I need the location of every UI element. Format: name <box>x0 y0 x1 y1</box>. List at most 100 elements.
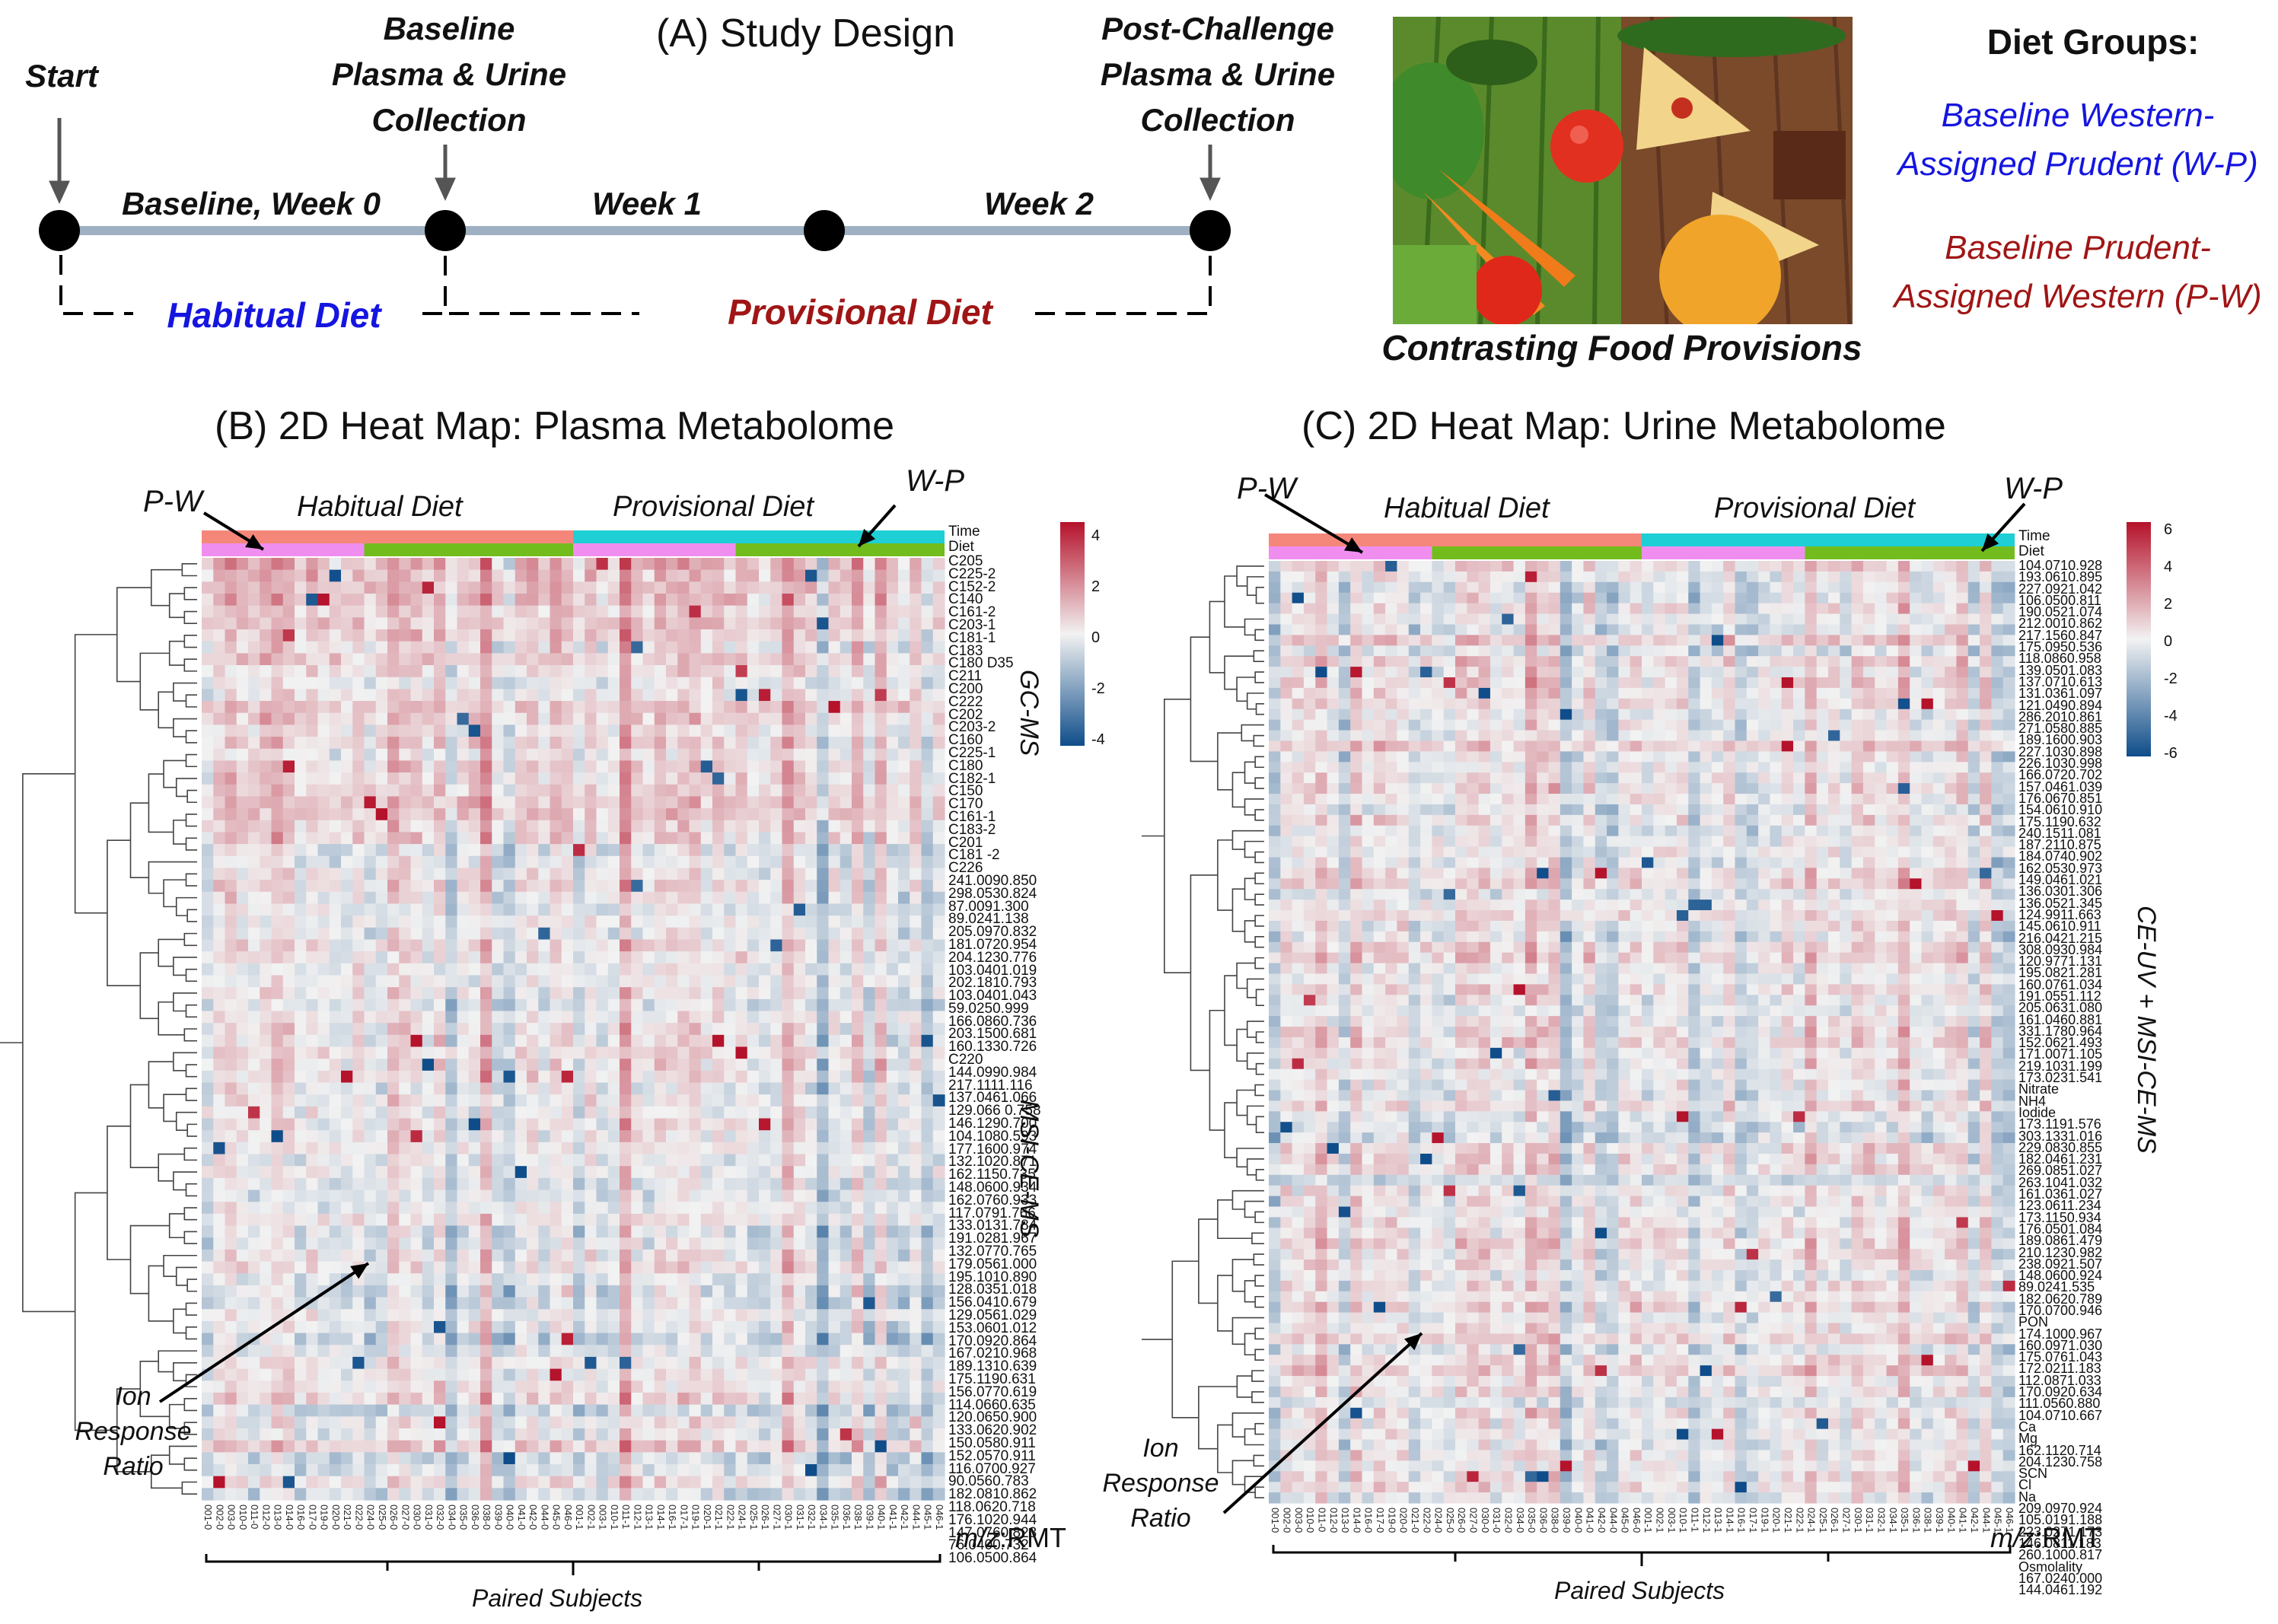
study-timeline <box>39 118 1231 315</box>
row-label: 129.0561.029 <box>948 1307 1037 1324</box>
row-label: 189.1310.639 <box>948 1358 1037 1375</box>
provisional-label-b: Provisional Diet <box>613 491 814 523</box>
time-bar-provisional <box>573 530 945 543</box>
column-label: 024-0 <box>365 1505 377 1530</box>
column-label: 014-0 <box>284 1505 295 1530</box>
column-label: 011-0 <box>1316 1508 1327 1532</box>
column-label: 011-1 <box>1689 1508 1700 1532</box>
msice-label-b: MSI-CE-MS <box>1015 1100 1043 1238</box>
row-label: C161-1 <box>948 808 996 825</box>
row-label: C181 -2 <box>948 847 1000 864</box>
column-label: 040-1 <box>1945 1508 1957 1533</box>
column-label: 042-1 <box>1969 1508 1980 1533</box>
column-label: 001-1 <box>574 1505 585 1530</box>
row-label: C200 <box>948 680 983 697</box>
row-label: 76.0400.732 <box>948 1537 1029 1554</box>
scale-tick: 4 <box>2164 559 2173 575</box>
column-label: 020-0 <box>330 1505 342 1530</box>
column-label: 038-0 <box>481 1505 492 1530</box>
column-label: 012-0 <box>1328 1508 1340 1533</box>
row-label: 144.0461.192 <box>2018 1582 2103 1598</box>
post-collection-label: Post-Challenge Plasma & Urine Collection <box>1100 11 1336 138</box>
row-label: 162.1150.735 <box>948 1167 1036 1183</box>
row-label: 156.0410.679 <box>948 1294 1037 1311</box>
mz-label-b: m/z:RMT <box>955 1522 1066 1553</box>
row-label: 145.0610.911 <box>2018 919 2101 935</box>
column-label: 031-1 <box>1864 1508 1875 1533</box>
row-label: 89.0241.535 <box>2018 1279 2095 1295</box>
column-label: 040-1 <box>876 1505 887 1530</box>
pw-arrow-b <box>202 511 265 551</box>
row-label: 160.0761.034 <box>2018 976 2103 992</box>
row-label: C182-1 <box>948 770 996 787</box>
row-label: Mg <box>2018 1431 2038 1447</box>
row-label: 173.1191.576 <box>2018 1116 2101 1132</box>
column-label: 038-0 <box>1550 1508 1561 1533</box>
mz-label-c: m/z:RMT <box>1990 1522 2101 1553</box>
column-label: 026-0 <box>388 1505 400 1530</box>
diet-group-wp: Baseline Western- Assigned Prudent (W-P) <box>1897 97 2258 183</box>
row-label: C170 <box>948 796 983 813</box>
row-label: 118.0860.958 <box>2018 651 2101 667</box>
row-label: 191.0281.967 <box>948 1231 1037 1247</box>
column-label: 003-1 <box>597 1505 609 1530</box>
row-label: 132.1020.871 <box>948 1154 1037 1170</box>
diet-bar-pw <box>202 543 365 556</box>
paired-subjects-c: Paired Subjects <box>1554 1577 1725 1604</box>
row-label: C203-2 <box>948 719 996 736</box>
row-label: 238.0921.507 <box>2018 1256 2103 1272</box>
row-label: C226 <box>948 860 983 877</box>
row-label: 120.0650.900 <box>948 1409 1037 1426</box>
column-label: 016-0 <box>1363 1508 1375 1533</box>
food-photo <box>1393 17 1853 324</box>
row-label: 144.0990.984 <box>948 1064 1037 1081</box>
row-label: 210.1230.982 <box>2018 1244 2103 1260</box>
column-label: 001-0 <box>202 1505 214 1530</box>
column-label: 046-0 <box>562 1505 574 1530</box>
row-label: C180 <box>948 757 983 774</box>
row-label: C180 D35 <box>948 655 1014 672</box>
row-label: 160.1330.726 <box>948 1039 1037 1056</box>
photo-caption: Contrasting Food Provisions <box>1381 328 1862 368</box>
row-label: 123.0611.234 <box>2018 1198 2101 1214</box>
column-label: 044-0 <box>539 1505 550 1530</box>
row-label: 175.0761.043 <box>2018 1349 2103 1365</box>
row-label: 153.0601.012 <box>948 1320 1037 1336</box>
column-label: 027-0 <box>400 1505 411 1530</box>
row-label: 146.0811.183 <box>2018 1535 2101 1551</box>
row-label: 179.0561.000 <box>948 1256 1037 1272</box>
week2-label: Week 2 <box>984 186 1094 221</box>
diet-bar-pw <box>1642 546 1805 559</box>
column-label: 035-1 <box>830 1505 841 1530</box>
row-label: 137.0461.066 <box>948 1090 1037 1107</box>
column-label: 017-0 <box>1375 1508 1386 1533</box>
scale-tick: -6 <box>2164 745 2178 762</box>
row-label: 104.0710.928 <box>2018 558 2103 573</box>
row-label: C183-2 <box>948 821 996 838</box>
column-label: 002-0 <box>214 1505 225 1530</box>
row-label: 103.0401.019 <box>948 962 1037 979</box>
column-label: 019-1 <box>690 1505 702 1530</box>
column-label: 021-1 <box>1783 1508 1794 1533</box>
column-label: 026-1 <box>760 1505 771 1530</box>
column-label: 020-1 <box>702 1505 713 1530</box>
timeline-node-week1 <box>804 210 845 251</box>
row-label: 176.1020.944 <box>948 1511 1037 1528</box>
row-label: 172.0211.183 <box>2018 1361 2101 1377</box>
column-label: 030-1 <box>783 1505 795 1530</box>
row-label: 167.0210.968 <box>948 1345 1037 1362</box>
row-label: 229.0830.855 <box>2018 1139 2103 1155</box>
paired-subjects-bracket <box>205 1554 941 1575</box>
row-label: 175.1190.632 <box>2018 814 2101 830</box>
row-label: 170.0700.946 <box>2018 1303 2103 1318</box>
row-label: 175.0950.536 <box>2018 639 2103 655</box>
row-label: 303.1331.016 <box>2018 1128 2103 1144</box>
paired-subjects-b: Paired Subjects <box>472 1584 643 1612</box>
ion-response-b: Ion Response Ratio <box>75 1382 192 1481</box>
row-label: C222 <box>948 693 983 710</box>
provisional-diet-label: Provisional Diet <box>728 292 992 332</box>
row-label: 308.0930.984 <box>2018 941 2103 957</box>
column-label: 034-0 <box>446 1505 457 1530</box>
column-label: 030-0 <box>412 1505 423 1530</box>
row-label: 103.0401.043 <box>948 988 1037 1005</box>
